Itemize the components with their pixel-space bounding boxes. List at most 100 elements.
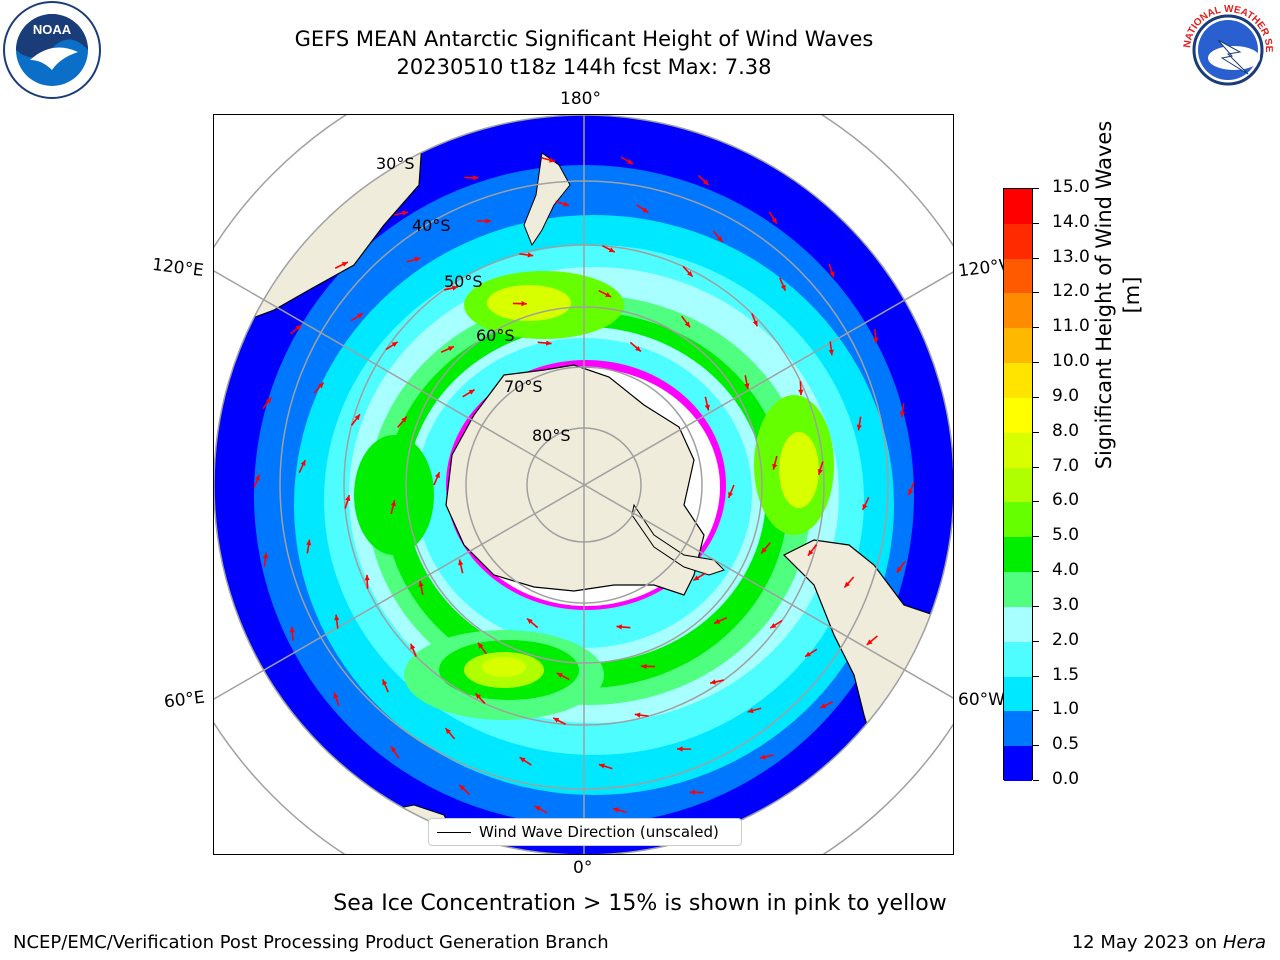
wind-arrow-head	[613, 807, 619, 813]
wind-arrow-head	[300, 460, 306, 467]
wind-arrow-head	[635, 346, 641, 352]
footer-branch: NCEP/EMC/Verification Post Processing Pr…	[13, 932, 609, 953]
wind-arrow-head	[445, 728, 451, 734]
colorbar-tick	[1033, 188, 1039, 189]
polar-map-svg: 30°S 40°S 50°S 60°S 70°S 80°S	[214, 115, 953, 854]
colorbar-tick	[1033, 327, 1039, 329]
wind-arrow-head	[468, 389, 475, 395]
colorbar-tick-label: 11.0	[1052, 316, 1090, 337]
wind-arrow-head	[289, 626, 295, 633]
colorbar-tick-label: 0.5	[1052, 734, 1080, 755]
colorbar-segment	[1004, 502, 1032, 538]
colorbar-tick	[1033, 431, 1039, 433]
wind-arrow-head	[553, 717, 560, 723]
wind-arrow-head	[634, 712, 641, 718]
wind-arrow-head	[642, 207, 649, 213]
wind-arrow-head	[418, 580, 424, 587]
map-legend: Wind Wave Direction (unscaled)	[428, 818, 742, 846]
wind-arrow-head	[798, 389, 804, 396]
colorbar-tick-label: 12.0	[1052, 281, 1090, 302]
wind-arrow-head	[563, 201, 570, 207]
colorbar-segment	[1004, 258, 1032, 294]
wind-arrow-head	[804, 651, 811, 657]
wind-arrow-head	[306, 539, 312, 546]
footer-date: 12 May 2023 on Hera	[1072, 932, 1266, 953]
wind-arrow-head	[605, 292, 612, 297]
colorbar-tick	[1033, 710, 1039, 712]
wind-arrow-head	[820, 703, 827, 708]
wind-arrow-head	[402, 210, 408, 216]
lon-label-120e: 120°E	[150, 254, 205, 282]
colorbar-segment	[1004, 711, 1032, 747]
colorbar-tick	[1033, 536, 1039, 538]
colorbar-tick	[1033, 501, 1039, 503]
map-title: GEFS MEAN Antarctic Significant Height o…	[294, 27, 874, 51]
wind-arrow-head	[608, 247, 615, 253]
lon-label-60e: 60°E	[162, 687, 206, 713]
colorbar-tick	[1033, 571, 1039, 573]
lat-label-40s: 40°S	[412, 216, 451, 235]
wind-arrow-head	[616, 624, 623, 630]
colorbar-tick-label: 1.0	[1052, 699, 1080, 720]
colorbar-tick-label: 1.5	[1052, 664, 1080, 685]
colorbar-tick	[1033, 780, 1039, 781]
wind-arrow-head	[527, 618, 533, 624]
wind-arrow-head	[684, 321, 691, 328]
colorbar-tick	[1033, 222, 1039, 224]
colorbar	[1003, 188, 1033, 781]
wind-arrow-head	[829, 271, 835, 278]
colorbar-segment	[1004, 572, 1032, 607]
wind-arrow-head	[862, 503, 868, 510]
wind-arrow-head	[817, 468, 823, 475]
map-subtitle: 20230510 t18z 144h fcst Max: 7.38	[396, 55, 772, 79]
wind-arrow-head	[262, 552, 269, 559]
wind-arrow-head	[447, 346, 454, 352]
colorbar-tick-label: 0.0	[1052, 769, 1080, 789]
wind-arrow-head	[747, 708, 754, 714]
wind-arrow-head	[549, 157, 555, 163]
legend-line-icon	[437, 832, 471, 833]
colorbar-tick-label: 3.0	[1052, 594, 1080, 615]
wind-arrow-head	[828, 349, 834, 356]
wind-arrow-head	[475, 693, 482, 700]
wind-arrow-head	[265, 397, 272, 404]
colorbar-tick-label: 6.0	[1052, 490, 1080, 511]
wind-arrow-head	[866, 639, 873, 645]
colorbar-tick-label: 9.0	[1052, 385, 1080, 406]
wind-arrow-head	[677, 746, 683, 752]
wind-arrow-head	[382, 679, 388, 686]
wind-arrow-head	[318, 382, 324, 389]
wind-arrow-head	[333, 692, 339, 699]
wind-arrow-head	[295, 325, 302, 331]
lon-label-0: 0°	[573, 858, 593, 878]
wind-arrow-head	[686, 270, 693, 277]
wind-arrow-head	[357, 313, 364, 319]
colorbar-tick-label: 13.0	[1052, 246, 1090, 267]
wind-arrow-head	[521, 301, 527, 307]
wind-arrow-head	[760, 754, 766, 760]
wind-arrow-head	[641, 663, 647, 669]
wind-arrow-head	[598, 763, 605, 769]
wind-arrow-head	[728, 491, 734, 498]
wind-arrow-head	[401, 416, 407, 423]
wind-arrow-head	[354, 414, 360, 421]
wind-arrow-head	[254, 474, 260, 481]
wind-arrow-head	[414, 256, 421, 262]
wind-arrow-head	[458, 559, 464, 566]
wind-arrow-head	[556, 673, 563, 678]
wind-arrow-head	[899, 411, 906, 418]
colorbar-tick-label: 5.0	[1052, 525, 1080, 546]
wind-arrow-head	[844, 581, 850, 588]
legend-label: Wind Wave Direction (unscaled)	[479, 823, 719, 841]
noaa-logo-text: NOAA	[33, 22, 72, 37]
wind-arrow-head	[391, 746, 397, 753]
wind-arrow-head	[689, 789, 696, 795]
lat-label-70s: 70°S	[504, 377, 543, 396]
wind-arrow-head	[477, 642, 484, 649]
colorbar-tick	[1033, 257, 1039, 259]
lat-label-60s: 60°S	[476, 326, 515, 345]
nws-logo: NATIONAL WEATHER SERVICE	[1174, 0, 1278, 100]
wind-arrow-head	[772, 463, 778, 470]
wind-arrow-head	[391, 341, 398, 348]
wind-arrow-head	[856, 424, 862, 431]
